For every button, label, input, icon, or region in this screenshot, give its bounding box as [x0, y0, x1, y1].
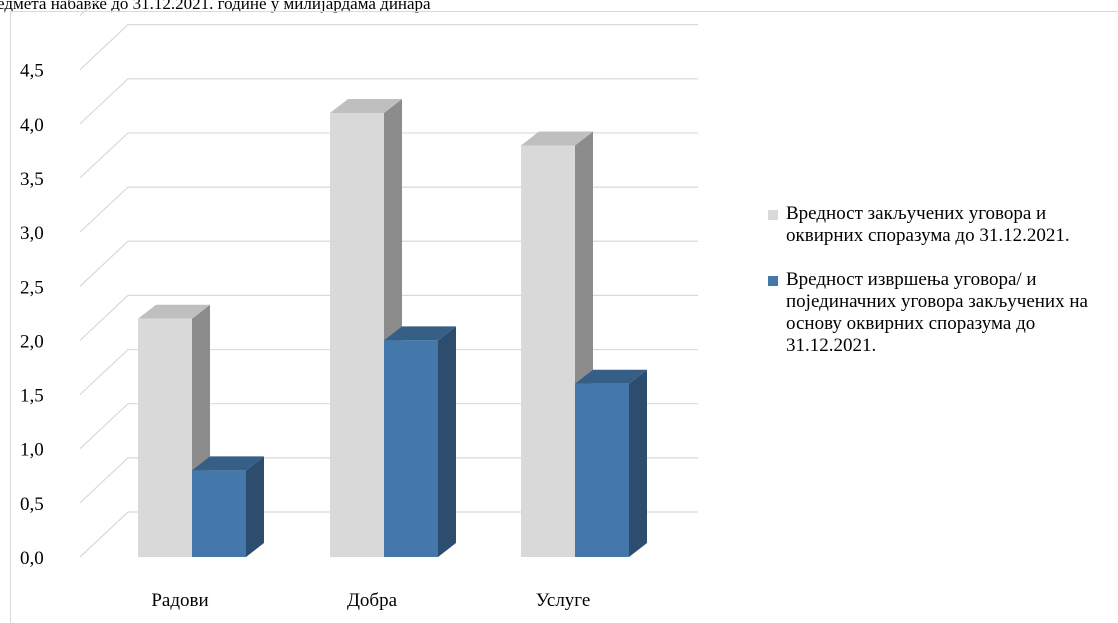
y-tick-label: 4,0: [20, 115, 44, 136]
category-label: Радови: [151, 590, 208, 611]
y-tick-label: 2,0: [20, 331, 44, 352]
category-label: Добра: [347, 590, 398, 611]
legend-swatch-executed: [768, 276, 778, 286]
legend: Вредност закључених уговора и оквирних с…: [768, 203, 1118, 379]
gridline: [79, 132, 698, 179]
gridline: [79, 348, 698, 395]
chart-title: едмета набавке до 31.12.2021. године у м…: [0, 0, 431, 13]
y-tick-label: 0,0: [20, 548, 44, 569]
bar: [138, 318, 192, 557]
bar: [330, 112, 384, 557]
gridline: [79, 24, 698, 71]
chart-frame-left-border: [10, 11, 11, 623]
bar-side-face: [246, 456, 264, 557]
bar-chart-plot: 0,0 0,5 1,0 1,5 2,0 2,5 3,0 3,5 4,0 4,5 Радови Добр…: [20, 0, 698, 611]
bar-top-face: [521, 131, 593, 146]
bar-top-face: [384, 326, 456, 341]
y-tick-label: 4,5: [20, 61, 44, 82]
gridline: [79, 78, 698, 125]
gridline: [79, 240, 698, 287]
floor-gridline: [79, 511, 698, 558]
y-tick-label: 3,0: [20, 223, 44, 244]
legend-item-executed: Вредност извршења уговора/ и појединачни…: [768, 269, 1118, 357]
gridline: [79, 0, 98, 16]
legend-item-contracted: Вредност закључених уговора и оквирних с…: [768, 203, 1118, 247]
legend-label-executed: Вредност извршења уговора/ и појединачни…: [786, 269, 1088, 356]
chart-frame-top-border: [10, 11, 1118, 12]
y-tick-label: 1,5: [20, 386, 44, 407]
legend-label-contracted: Вредност закључених уговора и оквирних с…: [786, 203, 1070, 246]
category-label: Услуге: [536, 590, 591, 611]
y-tick-label: 2,5: [20, 277, 44, 298]
bar: [192, 470, 246, 557]
bar-top-face: [192, 456, 264, 471]
legend-swatch-contracted: [768, 210, 778, 220]
gridline: [79, 403, 698, 450]
bar: [521, 145, 575, 557]
gridline: [79, 457, 698, 504]
bar: [575, 383, 629, 557]
y-tick-label: 3,5: [20, 169, 44, 190]
y-tick-label: 0,5: [20, 494, 44, 515]
bar-top-face: [575, 369, 647, 384]
bar-top-face: [138, 304, 210, 319]
bar: [384, 340, 438, 557]
y-tick-label: 1,0: [20, 440, 44, 461]
bar-side-face: [438, 326, 456, 557]
bar-side-face: [629, 369, 647, 557]
bar-top-face: [330, 98, 402, 113]
gridline: [79, 294, 698, 341]
gridline: [79, 186, 698, 233]
